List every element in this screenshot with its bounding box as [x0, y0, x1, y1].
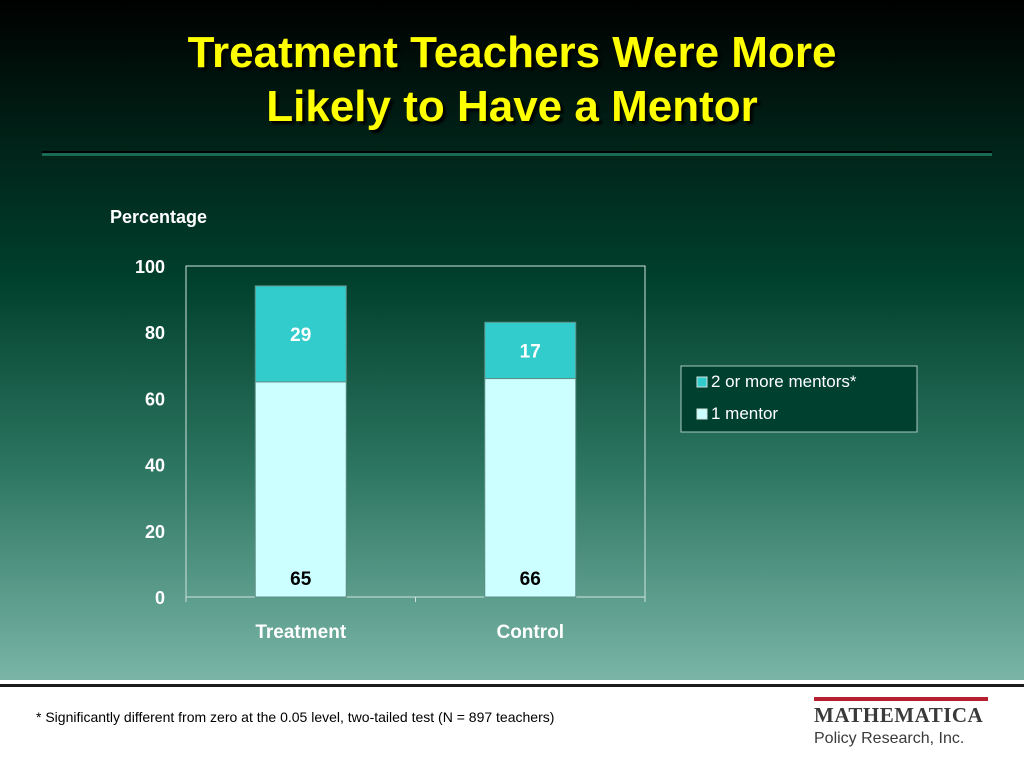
legend-swatch: [696, 408, 708, 420]
data-label: 17: [520, 341, 541, 362]
legend-swatch: [696, 376, 708, 388]
data-label: 65: [290, 569, 312, 590]
data-label: 29: [290, 325, 311, 346]
slide-title: Treatment Teachers Were More Likely to H…: [40, 26, 984, 134]
stacked-bar-chart: Percentage 0 20 40 60 80 100 65 29 Treatment 66 17 C…: [110, 207, 918, 643]
y-tick-label: 60: [145, 389, 165, 409]
title-divider: [42, 153, 992, 156]
footer-divider: [0, 684, 1024, 687]
data-label: 66: [520, 569, 541, 590]
footnote: * Significantly different from zero at t…: [36, 709, 555, 725]
y-axis-label: Percentage: [110, 207, 207, 227]
y-tick-label: 20: [145, 522, 165, 542]
y-tick-label: 0: [155, 588, 165, 608]
y-tick-label: 100: [135, 257, 165, 277]
logo-name: MATHEMATICA: [814, 703, 984, 727]
bar-segment: [484, 378, 577, 598]
x-category-label: Control: [496, 622, 564, 643]
x-category-label: Treatment: [255, 622, 346, 643]
bar-segment: [484, 321, 577, 380]
logo-accent-bar: [814, 697, 988, 701]
mathematica-logo: MATHEMATICA Policy Research, Inc.: [814, 697, 992, 757]
legend-box: [680, 365, 918, 433]
logo-subtitle: Policy Research, Inc.: [814, 730, 965, 747]
bar-segment: [254, 285, 347, 383]
legend-label: 1 mentor: [711, 404, 778, 423]
y-tick-label: 80: [145, 323, 165, 343]
legend-label: 2 or more mentors*: [711, 372, 857, 391]
footer: [0, 680, 1024, 768]
title-divider-shadow: [42, 151, 992, 153]
bar-segment: [254, 381, 347, 598]
slide-title-line-1: Treatment Teachers Were More: [187, 28, 837, 77]
y-tick-label: 40: [145, 456, 165, 476]
slide-title-line-2: Likely to Have a Mentor: [266, 82, 758, 131]
